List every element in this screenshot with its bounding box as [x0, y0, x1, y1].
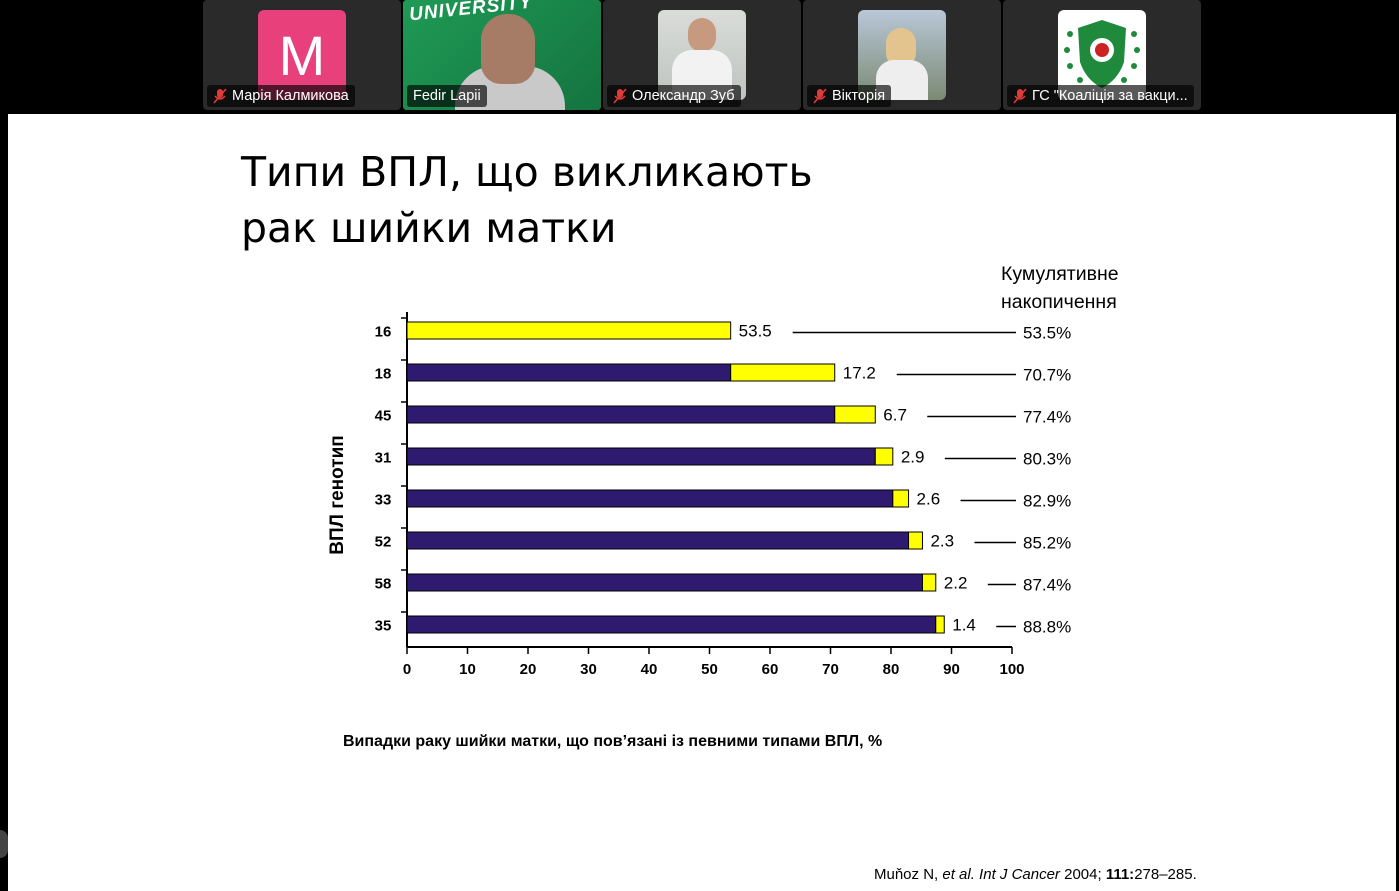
participant-name: Олександр Зуб — [632, 88, 735, 104]
ref-etal: et al. — [942, 866, 975, 883]
bar-increment — [874, 447, 894, 466]
category-label: 33 — [375, 492, 392, 509]
shared-slide: Типи ВПЛ, що викликають рак шийки матки … — [8, 114, 1396, 891]
cumulative-label: 77.4% — [1023, 408, 1071, 427]
muted-mic-icon — [613, 88, 627, 104]
bar-cumulative — [406, 531, 910, 550]
ref-volume: 111: — [1105, 866, 1135, 883]
x-axis-label: Випадки раку шийки матки, що пов’язані і… — [343, 733, 883, 750]
x-tick-label: 90 — [943, 661, 960, 678]
category-label: 52 — [375, 534, 392, 551]
bar-cumulative — [406, 573, 923, 592]
hpv-bar-chart: 0 10 20 30 40 50 60 70 80 90 100 16 53.5 53.5% 18 17.2 7… — [375, 312, 1071, 678]
side-panel-toggle[interactable] — [0, 830, 8, 858]
cumulative-label: 82.9% — [1023, 492, 1071, 511]
data-label: 6.7 — [883, 406, 907, 425]
bar-cumulative — [406, 405, 836, 424]
participant-strip: M Марія Калмикова UNIVERSITY Fedir Lapii… — [0, 0, 1399, 112]
data-label: 1.4 — [952, 616, 976, 635]
bar-increment — [935, 615, 945, 634]
ref-author: Muňoz N, — [874, 866, 943, 883]
ref-pages: 278–285. — [1134, 866, 1197, 883]
x-tick-label: 100 — [999, 661, 1024, 678]
bar-increment — [834, 405, 876, 424]
cumulative-label: 53.5% — [1023, 324, 1071, 343]
category-label: 35 — [375, 618, 392, 635]
participant-name-bar: ГС "Коаліція за вакци... — [1007, 85, 1194, 107]
x-tick-label: 0 — [403, 661, 411, 678]
cumulative-label: 88.8% — [1023, 618, 1071, 637]
x-tick-label: 40 — [641, 661, 658, 678]
x-tick-label: 60 — [762, 661, 779, 678]
participant-tile-oleksandr[interactable]: Олександр Зуб — [603, 0, 801, 110]
cumulative-label: 70.7% — [1023, 366, 1071, 385]
bar-increment — [730, 363, 836, 382]
participant-tile-coalition[interactable]: ГС "Коаліція за вакци... — [1003, 0, 1201, 110]
participant-name-bar: Марія Калмикова — [207, 85, 355, 107]
muted-mic-icon — [1013, 88, 1027, 104]
data-label: 53.5 — [739, 322, 772, 341]
bar-cumulative — [406, 363, 732, 382]
participant-name: ГС "Коаліція за вакци... — [1032, 88, 1188, 104]
cumulative-header: Кумулятивне накопичення — [1001, 263, 1119, 313]
bar-cumulative — [406, 447, 876, 466]
category-label: 18 — [375, 366, 392, 383]
bar-cumulative — [406, 615, 937, 634]
x-tick-label: 70 — [822, 661, 839, 678]
shield-logo-icon — [1064, 20, 1140, 88]
category-label: 45 — [375, 408, 392, 425]
category-label: 31 — [375, 450, 392, 467]
ref-year: 2004; — [1059, 866, 1106, 883]
reference-citation: Muňoz N, et al. Int J Cancer 2004; 111:2… — [874, 866, 1197, 883]
data-label: 2.3 — [930, 532, 954, 551]
x-tick-label: 20 — [520, 661, 537, 678]
bar-increment — [892, 489, 910, 508]
participant-name: Fedir Lapii — [413, 88, 481, 104]
x-tick-label: 30 — [580, 661, 597, 678]
data-label: 2.6 — [917, 490, 941, 509]
bar-increment — [908, 531, 923, 550]
muted-mic-icon — [213, 88, 227, 104]
participant-name-bar: Олександр Зуб — [607, 85, 741, 107]
slide-title: Типи ВПЛ, що викликають рак шийки матки — [241, 148, 813, 252]
cumulative-label: 87.4% — [1023, 576, 1071, 595]
bar-cumulative — [406, 489, 894, 508]
speaker-video — [481, 14, 535, 84]
cumulative-label: 85.2% — [1023, 534, 1071, 553]
participant-name: Вікторія — [832, 88, 886, 104]
muted-mic-icon — [813, 88, 827, 104]
data-label: 2.9 — [901, 448, 925, 467]
data-label: 2.2 — [944, 574, 968, 593]
participant-name-bar: Fedir Lapii — [407, 85, 487, 107]
category-label: 58 — [375, 576, 392, 593]
participant-name-bar: Вікторія — [807, 85, 892, 107]
category-label: 16 — [375, 324, 392, 341]
data-label: 17.2 — [843, 364, 876, 383]
participant-tile-fedir[interactable]: UNIVERSITY Fedir Lapii — [403, 0, 601, 110]
bar-increment — [921, 573, 937, 592]
ref-journal: Int J Cancer — [974, 866, 1060, 883]
cumulative-label: 80.3% — [1023, 450, 1071, 469]
bar-increment — [406, 321, 732, 340]
participant-tile-viktoriia[interactable]: Вікторія — [803, 0, 1001, 110]
participant-name: Марія Калмикова — [232, 88, 349, 104]
participant-tile-mariia[interactable]: M Марія Калмикова — [203, 0, 401, 110]
x-tick-label: 50 — [701, 661, 718, 678]
x-tick-label: 10 — [459, 661, 476, 678]
x-tick-label: 80 — [883, 661, 900, 678]
